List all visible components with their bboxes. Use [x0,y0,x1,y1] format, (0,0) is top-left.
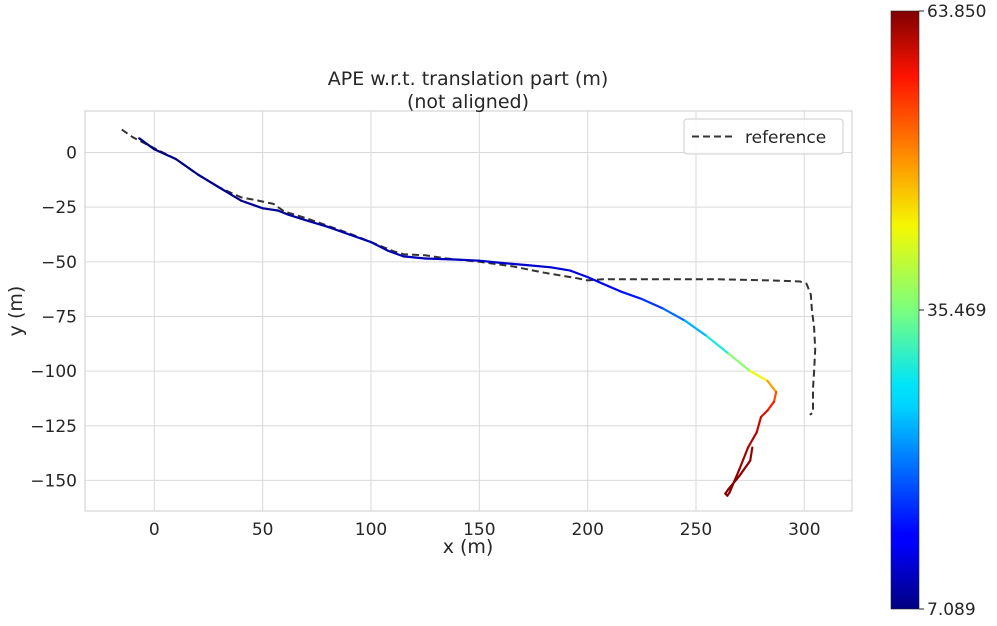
estimate-trajectory-segment [766,379,778,393]
chart-subtitle: (not aligned) [407,91,529,113]
estimate-trajectory-segment [525,264,552,269]
estimate-trajectory-segment [738,446,750,471]
estimate-trajectory-segment [738,459,752,478]
estimate-trajectory-segment [218,186,243,202]
estimate-trajectory-segment [586,276,604,285]
estimate-trajectory-segment [662,307,687,322]
estimate-trajectory-segment [772,390,778,403]
y-tick-label: −25 [41,198,77,218]
estimate-trajectory-segment [749,446,754,462]
y-tick-labels: 0 −25 −50 −75 −100 −125 −150 [30,144,77,492]
plot-area [84,110,853,512]
x-tick-label: 200 [571,520,603,540]
estimate-trajectory-segment [174,158,199,176]
x-tick-label: 250 [680,520,712,540]
y-tick-label: −125 [30,417,77,437]
estimate-trajectory-segment [276,209,290,216]
estimate-trajectory-segment [287,213,308,222]
chart-title: APE w.r.t. translation part (m) [328,68,609,90]
estimate-trajectory-segment [424,257,459,261]
y-axis-label: y (m) [5,286,27,337]
legend-reference-label: reference [745,128,826,148]
colorbar-ticks: 63.850 35.469 7.089 [919,2,986,620]
x-tick-label: 0 [149,520,160,540]
y-tick-label: −75 [41,307,77,327]
y-tick-label: −100 [30,362,77,382]
estimate-trajectory-segment [387,249,405,258]
legend: reference [683,118,844,155]
y-tick-label: −150 [30,471,77,491]
y-tick-label: −50 [41,253,77,273]
x-tick-label: 100 [355,520,387,540]
estimate-trajectory-segment [369,241,390,252]
estimate-trajectory-segment [569,269,589,279]
estimate-trajectory-segment [261,207,279,212]
colorbar-gradient [890,10,920,610]
estimate-trajectory-segment [239,199,264,210]
estimate-trajectory-segment [348,233,373,244]
grid [85,111,852,511]
colorbar: 63.850 35.469 7.089 [890,2,986,620]
estimate-trajectory-segment [153,148,178,161]
colorbar-tick-label: 35.469 [927,301,986,321]
estimate-trajectory-segment [456,258,481,262]
x-tick-label: 150 [463,520,495,540]
y-tick-label: 0 [66,144,77,164]
estimate-trajectory-segment [746,431,758,449]
estimate-trajectory-segment [705,335,730,355]
x-tick-label: 50 [252,520,274,540]
legend-box [683,118,844,155]
colorbar-tick-label: 7.089 [927,600,976,620]
x-tick-label: 300 [788,520,820,540]
colorbar-tick-label: 63.850 [927,2,986,22]
estimate-trajectory-segment [549,266,572,272]
estimate-trajectory-segment [326,225,351,236]
estimate-trajectory-segment [138,137,156,151]
estimate-trajectory-segment [619,290,643,301]
estimate-trajectory-segment [640,297,665,310]
series-layer [121,128,817,497]
estimate-trajectory-segment [478,259,503,264]
estimate-trajectory-segment [766,400,776,412]
x-axis-label: x (m) [443,536,494,558]
estimate-trajectory-segment [755,415,763,434]
estimate-trajectory-segment [759,409,769,419]
x-tick-labels: 0 50 100 150 200 250 300 [149,520,821,540]
estimate-trajectory-segment [749,370,769,382]
estimate-trajectory-segment [304,219,329,228]
estimate-trajectory-segment [684,319,708,338]
estimate-trajectory-segment [196,173,221,189]
estimate-trajectory-segment [727,474,741,491]
estimate-trajectory-segment [499,261,529,267]
estimate-trajectory-segment [727,352,752,373]
estimate-trajectory-segment [402,255,427,260]
estimate-trajectory-segment [601,282,622,293]
